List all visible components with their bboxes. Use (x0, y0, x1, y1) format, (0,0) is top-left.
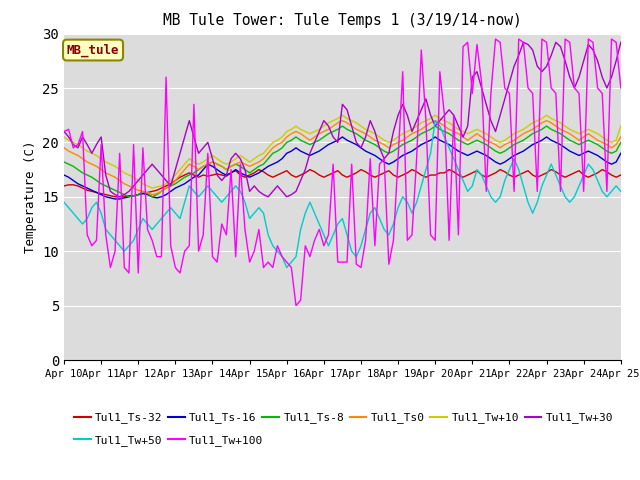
Tul1_Ts-32 (617, 172, 625, 178)
Tul1_Ts0 (445, 126, 453, 132)
Tul1_Ts-16 (417, 142, 425, 147)
Line: Tul1_Ts0: Tul1_Ts0 (64, 120, 621, 194)
Tul1_Tw+30 (617, 39, 625, 45)
Tul1_Ts-8 (60, 159, 68, 165)
Tul1_Ts-8 (116, 190, 124, 195)
Tul1_Tw+50 (413, 199, 420, 205)
Tul1_Ts-16 (445, 142, 453, 147)
Tul1_Tw+100 (301, 243, 309, 249)
Tul1_Tw+30 (520, 39, 527, 45)
Tul1_Ts-32 (417, 172, 425, 178)
Tul1_Tw+30 (195, 150, 202, 156)
Tul1_Ts-8 (195, 167, 202, 172)
Tul1_Ts-8 (445, 131, 453, 137)
Tul1_Ts-16 (60, 172, 68, 178)
Tul1_Tw+10 (617, 123, 625, 129)
Line: Tul1_Ts-16: Tul1_Ts-16 (64, 137, 621, 199)
Tul1_Ts0 (339, 118, 346, 123)
Tul1_Tw+10 (148, 185, 156, 191)
Tul1_Ts0 (417, 126, 425, 132)
Tul1_Ts-8 (417, 131, 425, 137)
Tul1_Ts-16 (195, 172, 202, 178)
Tul1_Tw+100 (60, 129, 68, 134)
Tul1_Tw+10 (417, 120, 425, 126)
Tul1_Tw+50 (283, 264, 291, 270)
Tul1_Tw+50 (190, 189, 198, 194)
Tul1_Tw+30 (589, 47, 596, 53)
Tul1_Tw+50 (60, 199, 68, 205)
Tul1_Tw+100 (440, 112, 448, 118)
Y-axis label: Temperature (C): Temperature (C) (24, 141, 37, 253)
Tul1_Tw+100 (190, 101, 198, 107)
Tul1_Ts-32 (120, 194, 128, 200)
Tul1_Ts-16 (120, 195, 128, 201)
Line: Tul1_Tw+10: Tul1_Tw+10 (64, 115, 621, 188)
Tul1_Tw+30 (301, 167, 309, 172)
Tul1_Ts-8 (301, 140, 309, 145)
Tul1_Ts-32 (60, 183, 68, 189)
Tul1_Ts-8 (125, 194, 133, 200)
Line: Tul1_Ts-8: Tul1_Ts-8 (64, 126, 621, 197)
Tul1_Tw+30 (116, 194, 124, 200)
Tul1_Tw+30 (120, 192, 128, 197)
Tul1_Ts-32 (589, 172, 596, 178)
Tul1_Tw+30 (440, 112, 448, 118)
Tul1_Tw+50 (431, 118, 439, 123)
Tul1_Ts-16 (589, 150, 596, 156)
Tul1_Tw+50 (445, 145, 453, 151)
Tul1_Ts-32 (445, 167, 453, 172)
Tul1_Ts0 (617, 134, 625, 140)
Tul1_Ts0 (589, 134, 596, 140)
Tul1_Ts-8 (339, 123, 346, 129)
Tul1_Ts-16 (111, 196, 119, 202)
Tul1_Ts0 (195, 167, 202, 172)
Tul1_Tw+10 (339, 112, 346, 118)
Tul1_Tw+100 (116, 150, 124, 156)
Tul1_Tw+30 (60, 129, 68, 134)
Tul1_Tw+50 (301, 210, 309, 216)
Title: MB Tule Tower: Tule Temps 1 (3/19/14-now): MB Tule Tower: Tule Temps 1 (3/19/14-now… (163, 13, 522, 28)
Tul1_Ts-8 (617, 140, 625, 145)
Tul1_Tw+30 (413, 118, 420, 123)
Tul1_Tw+50 (617, 189, 625, 194)
Tul1_Tw+10 (301, 129, 309, 134)
Tul1_Tw+10 (445, 120, 453, 126)
Tul1_Ts-16 (339, 134, 346, 140)
Tul1_Ts-32 (195, 174, 202, 180)
Tul1_Ts-16 (617, 150, 625, 156)
Tul1_Tw+100 (617, 85, 625, 91)
Tul1_Ts-32 (255, 167, 263, 172)
Tul1_Tw+10 (195, 161, 202, 167)
Tul1_Tw+10 (116, 167, 124, 172)
Tul1_Tw+100 (492, 36, 499, 42)
Tul1_Tw+100 (589, 39, 596, 45)
Line: Tul1_Tw+100: Tul1_Tw+100 (64, 39, 621, 306)
Tul1_Ts0 (148, 192, 156, 197)
Tul1_Tw+10 (589, 129, 596, 134)
Tul1_Ts-32 (111, 194, 119, 200)
Tul1_Ts0 (116, 178, 124, 183)
Tul1_Ts-32 (306, 167, 314, 172)
Tul1_Ts-16 (301, 150, 309, 156)
Tul1_Ts-8 (589, 140, 596, 145)
Legend: Tul1_Tw+50, Tul1_Tw+100: Tul1_Tw+50, Tul1_Tw+100 (70, 431, 268, 451)
Line: Tul1_Tw+30: Tul1_Tw+30 (64, 42, 621, 197)
Line: Tul1_Tw+50: Tul1_Tw+50 (64, 120, 621, 267)
Line: Tul1_Ts-32: Tul1_Ts-32 (64, 169, 621, 197)
Tul1_Ts0 (301, 134, 309, 140)
Text: MB_tule: MB_tule (67, 43, 119, 57)
Tul1_Tw+50 (116, 243, 124, 249)
Tul1_Tw+10 (60, 134, 68, 140)
Tul1_Tw+50 (589, 167, 596, 172)
Tul1_Ts0 (60, 145, 68, 151)
Tul1_Tw+100 (292, 303, 300, 309)
Tul1_Tw+100 (413, 156, 420, 162)
